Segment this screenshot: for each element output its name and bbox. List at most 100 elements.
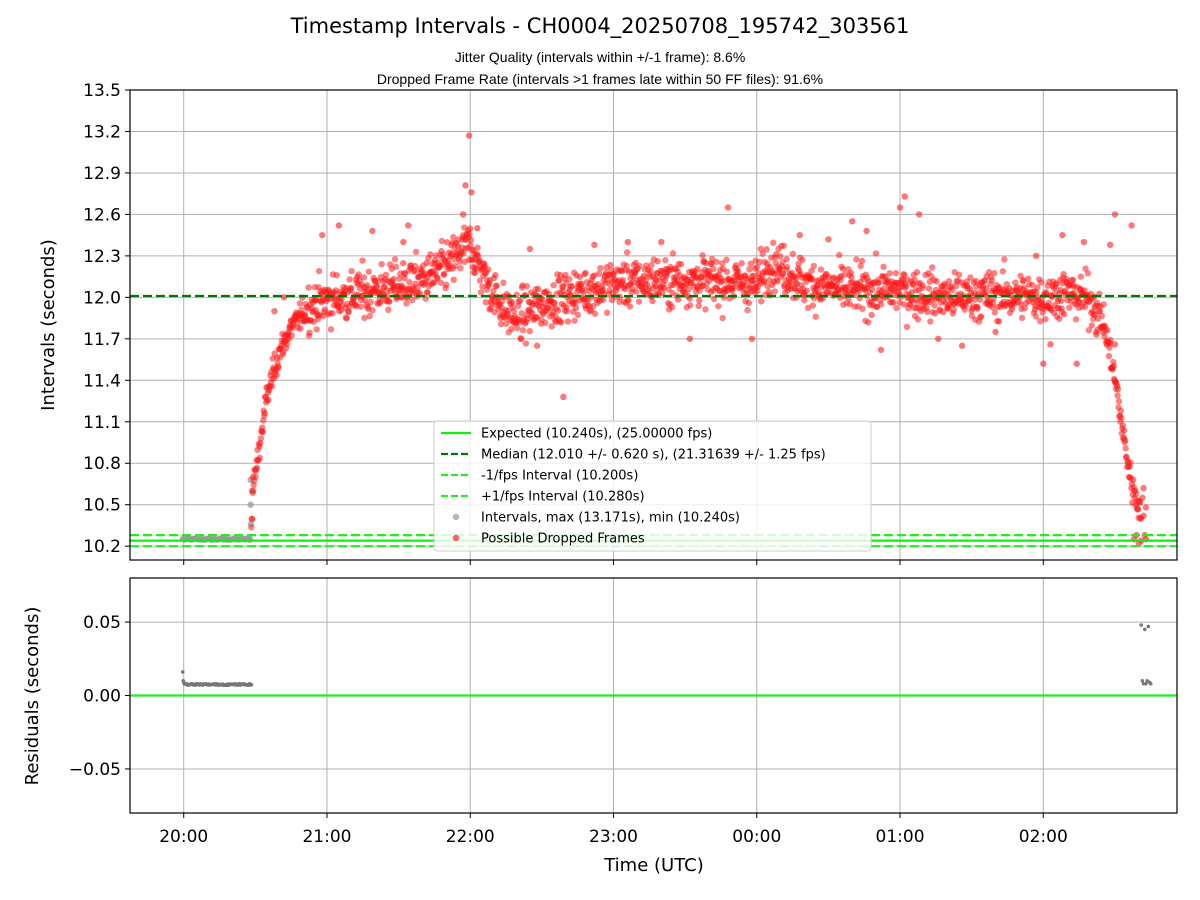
dropped-frame-point (468, 189, 475, 196)
dropped-frame-point (1072, 316, 1080, 323)
dropped-frame-point (572, 304, 580, 312)
dropped-frame-point (1115, 398, 1123, 405)
x-tick-label: 01:00 (876, 827, 925, 847)
dropped-frame-point (841, 271, 849, 278)
dropped-frame-point (1140, 512, 1147, 519)
dropped-frame-point (526, 245, 534, 253)
dropped-frame-point (941, 282, 949, 290)
dropped-frame-point (833, 281, 840, 288)
dropped-frame-point (868, 311, 875, 319)
intervals-y-tick-label: 12.0 (83, 288, 121, 308)
dropped-frame-point (893, 304, 900, 312)
dropped-frame-point (1106, 241, 1114, 249)
dropped-frame-point (1107, 336, 1114, 344)
residual-point (249, 682, 254, 687)
dropped-frame-point (259, 428, 266, 436)
dropped-frame-point (747, 260, 754, 267)
legend-expected-label: Expected (10.240s), (25.00000 fps) (481, 427, 712, 442)
dropped-frame-point (927, 318, 934, 325)
dropped-frame-point (892, 269, 900, 277)
dropped-frame-point (493, 282, 500, 289)
dropped-frame-point (554, 307, 562, 314)
dropped-frame-point (459, 211, 467, 218)
dropped-frame-point (686, 302, 694, 309)
dropped-frame-point (890, 299, 897, 306)
dropped-frame-point (1045, 299, 1052, 306)
x-tick-label: 21:00 (302, 827, 351, 847)
dropped-frame-point (297, 325, 304, 332)
dropped-frame-point (945, 278, 953, 285)
dropped-frame-point (396, 275, 403, 282)
dropped-frame-point (865, 319, 872, 326)
residuals-y-tick-label: −0.05 (69, 760, 121, 780)
dropped-frame-point (346, 276, 353, 283)
dropped-frame-point (952, 282, 960, 290)
dropped-frame-point (508, 298, 516, 306)
dropped-frame-point (462, 182, 469, 189)
dropped-frame-point (427, 251, 434, 258)
dropped-frame-point (253, 464, 261, 472)
dropped-frame-point (600, 296, 607, 303)
dropped-frame-point (919, 282, 926, 289)
dropped-frame-point (835, 251, 843, 259)
dropped-frame-point (723, 268, 731, 275)
dropped-frame-point (770, 239, 777, 246)
dropped-frame-point (550, 281, 557, 289)
dropped-frame-point (595, 270, 603, 277)
dropped-frame-point (744, 306, 751, 314)
dropped-frame-point (1104, 327, 1111, 334)
legend-dropped-label: Possible Dropped Frames (481, 532, 645, 547)
page-title: Timestamp Intervals - CH0004_20250708_19… (290, 14, 910, 38)
dropped-frame-point (723, 256, 730, 263)
dropped-frame-point (699, 252, 706, 259)
dropped-frame-point (880, 263, 887, 271)
dropped-frame-point (1060, 311, 1068, 318)
dropped-frame-point (669, 250, 677, 257)
dropped-frame-point (875, 279, 882, 286)
dropped-frame-point (535, 285, 542, 293)
dropped-frame-point (958, 342, 966, 349)
dropped-frame-point (886, 270, 893, 277)
dropped-frame-point (623, 249, 631, 256)
legend-intervals-swatch (452, 513, 460, 521)
dropped-frame-point (456, 258, 463, 265)
dropped-frame-point (412, 248, 420, 256)
dropped-frame-point (399, 259, 407, 267)
dropped-frame-point (685, 286, 692, 293)
dropped-frame-point (465, 132, 473, 139)
dropped-frame-point (675, 296, 682, 303)
dropped-frame-point (817, 266, 825, 273)
dropped-frame-point (590, 303, 597, 310)
dropped-frame-point (962, 302, 969, 309)
dropped-frame-point (1017, 300, 1025, 308)
dropped-frame-point (748, 335, 756, 343)
dropped-frame-point (404, 222, 412, 229)
dropped-frame-point (858, 257, 866, 265)
dropped-frame-point (257, 435, 265, 442)
dropped-frame-point (542, 319, 549, 327)
dropped-frame-point (1106, 344, 1113, 351)
dropped-frame-point (382, 271, 390, 279)
dropped-frame-point (1114, 385, 1122, 393)
dropped-frame-point (335, 222, 343, 229)
dropped-frame-point (1142, 504, 1150, 511)
dropped-frame-point (715, 303, 722, 310)
dropped-frame-point (466, 230, 473, 238)
dropped-frame-point (385, 306, 392, 314)
dropped-frame-point (738, 260, 745, 267)
dropped-frame-point (1100, 301, 1107, 308)
dropped-frame-point (288, 332, 296, 339)
dropped-frame-point (1134, 506, 1142, 513)
dropped-frame-point (582, 269, 589, 277)
dropped-frame-point (248, 524, 255, 531)
dropped-frame-point (696, 297, 703, 304)
dropped-frame-point (607, 261, 614, 269)
dropped-frame-point (632, 288, 640, 295)
dropped-frame-point (1135, 540, 1142, 547)
dropped-frame-point (955, 271, 963, 278)
dropped-frame-point (591, 241, 598, 249)
dropped-frame-point (658, 238, 665, 246)
dropped-frame-point (677, 260, 685, 268)
intervals-axes: 10.2 10.5 10.8 11.1 11.4 11.7 12.0 12.3 12.6 12.9… (83, 81, 1044, 565)
